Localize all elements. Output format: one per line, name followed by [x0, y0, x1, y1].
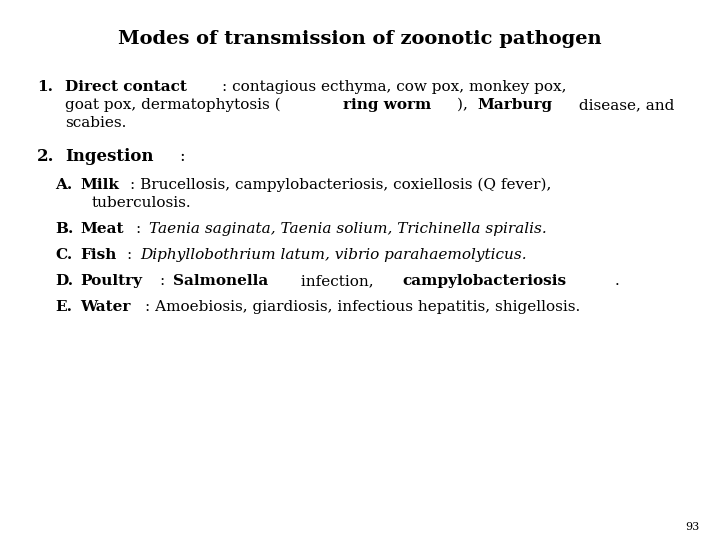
Text: : Amoebiosis, giardiosis, infectious hepatitis, shigellosis.: : Amoebiosis, giardiosis, infectious hep… [145, 300, 580, 314]
Text: : Brucellosis, campylobacteriosis, coxiellosis (Q fever),: : Brucellosis, campylobacteriosis, coxie… [130, 178, 552, 192]
Text: Taenia saginata, Taenia solium, Trichinella spiralis.: Taenia saginata, Taenia solium, Trichine… [149, 222, 547, 236]
Text: Ingestion: Ingestion [65, 148, 153, 165]
Text: Marburg: Marburg [477, 98, 552, 112]
Text: D.: D. [55, 274, 73, 288]
Text: infection,: infection, [296, 274, 379, 288]
Text: : contagious ecthyma, cow pox, monkey pox,: : contagious ecthyma, cow pox, monkey po… [222, 80, 567, 94]
Text: :: : [160, 274, 170, 288]
Text: disease, and: disease, and [575, 98, 675, 112]
Text: A.: A. [55, 178, 72, 192]
Text: :: : [136, 222, 146, 236]
Text: Modes of transmission of zoonotic pathogen: Modes of transmission of zoonotic pathog… [118, 30, 602, 48]
Text: Milk: Milk [80, 178, 119, 192]
Text: .: . [614, 274, 619, 288]
Text: :: : [127, 248, 137, 262]
Text: ),: ), [457, 98, 473, 112]
Text: 2.: 2. [37, 148, 55, 165]
Text: 1.: 1. [37, 80, 53, 94]
Text: Poultry: Poultry [80, 274, 142, 288]
Text: Fish: Fish [80, 248, 117, 262]
Text: Salmonella: Salmonella [173, 274, 269, 288]
Text: goat pox, dermatophytosis (: goat pox, dermatophytosis ( [65, 98, 281, 112]
Text: E.: E. [55, 300, 72, 314]
Text: C.: C. [55, 248, 72, 262]
Text: Meat: Meat [80, 222, 124, 236]
Text: ring worm: ring worm [343, 98, 431, 112]
Text: scabies.: scabies. [65, 116, 127, 130]
Text: Direct contact: Direct contact [65, 80, 187, 94]
Text: Water: Water [80, 300, 130, 314]
Text: campylobacteriosis: campylobacteriosis [402, 274, 567, 288]
Text: Diphyllobothrium latum, vibrio parahaemolyticus.: Diphyllobothrium latum, vibrio parahaemo… [140, 248, 526, 262]
Text: :: : [179, 148, 185, 165]
Text: tuberculosis.: tuberculosis. [92, 196, 192, 210]
Text: 93: 93 [685, 522, 700, 532]
Text: B.: B. [55, 222, 73, 236]
